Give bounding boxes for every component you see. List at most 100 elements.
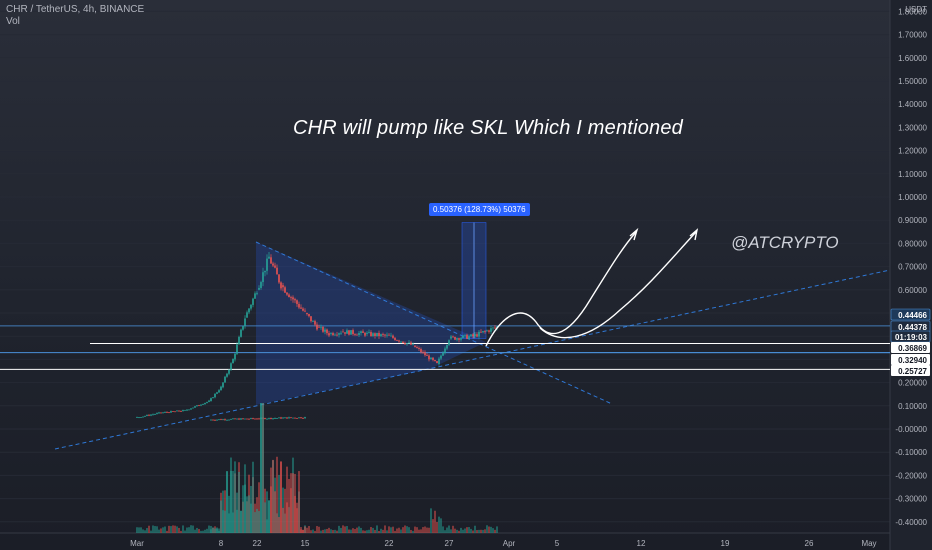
volume-bar: [452, 525, 454, 533]
symbol-header[interactable]: CHR / TetherUS, 4h, BINANCE: [6, 4, 145, 15]
volume-bar: [188, 527, 190, 533]
candle-body: [246, 418, 248, 420]
candle-body: [334, 334, 336, 336]
volume-bar: [412, 530, 414, 533]
candle-body: [172, 411, 174, 412]
volume-bar: [362, 530, 364, 533]
candle-body: [488, 330, 490, 332]
volume-bar: [260, 403, 262, 533]
candle-body: [438, 358, 440, 365]
volume-bar: [322, 529, 324, 533]
candle-body: [144, 415, 146, 417]
candle-body: [322, 326, 324, 332]
candle-body: [252, 418, 254, 419]
candle-body: [476, 334, 478, 337]
y-tick-label: 0.80000: [898, 239, 927, 248]
volume-bar: [352, 528, 354, 533]
candle-body: [364, 332, 366, 336]
candle-body: [304, 417, 306, 419]
candle-body: [326, 329, 328, 334]
volume-bar: [264, 502, 266, 533]
volume-bar: [304, 526, 306, 533]
volume-label: Vol: [6, 16, 20, 27]
volume-bar: [194, 529, 196, 533]
volume-bar: [334, 529, 336, 533]
candle-body: [422, 352, 424, 354]
volume-bar: [490, 526, 492, 533]
candle-body: [140, 417, 142, 419]
volume-bar: [280, 461, 282, 533]
candle-body: [280, 282, 282, 289]
candle-body: [296, 300, 298, 304]
price-label-text: 0.32940: [898, 356, 927, 365]
annotation-text[interactable]: CHR will pump like SKL Which I mentioned: [293, 117, 684, 139]
candle-body: [224, 376, 226, 383]
volume-bar: [330, 529, 332, 533]
candle-body: [362, 331, 364, 333]
volume-bar: [478, 529, 480, 533]
volume-bar: [308, 526, 310, 533]
volume-bar: [466, 527, 468, 533]
candle-body: [468, 336, 470, 339]
candle-body: [192, 407, 194, 409]
x-tick-label: Mar: [130, 539, 144, 548]
price-label-bg: [891, 365, 930, 376]
volume-bar: [170, 526, 172, 533]
volume-bar: [210, 525, 212, 533]
candle-body: [162, 412, 164, 414]
candle-body: [206, 401, 208, 403]
volume-bar: [156, 526, 158, 533]
volume-bar: [400, 529, 402, 533]
candle-body: [148, 414, 150, 416]
ascending-trendline: [54, 269, 891, 450]
volume-bar: [472, 530, 474, 533]
volume-bar: [378, 530, 380, 533]
volume-bar: [398, 527, 400, 533]
volume-bar: [394, 530, 396, 533]
x-tick-label: 12: [637, 539, 646, 548]
candle-body: [152, 414, 154, 416]
x-tick-label: 22: [253, 539, 262, 548]
volume-bar: [266, 519, 268, 533]
volume-bar: [454, 528, 456, 533]
volume-bar: [470, 528, 472, 533]
volume-bar: [458, 530, 460, 533]
candle-body: [296, 418, 298, 419]
volume-bar: [386, 530, 388, 533]
candle-body: [258, 287, 260, 290]
volume-bar: [390, 527, 392, 533]
candle-body: [274, 265, 276, 268]
volume-bar: [444, 530, 446, 533]
candle-body: [222, 419, 224, 421]
candle-body: [288, 294, 290, 298]
candle-body: [376, 332, 378, 337]
candle-body: [228, 419, 230, 421]
volume-bar: [336, 530, 338, 533]
volume-bar: [140, 527, 142, 533]
volume-bar: [142, 529, 144, 533]
price-label-text: 0.36869: [898, 344, 927, 353]
candle-body: [226, 419, 228, 421]
volume-bar: [350, 529, 352, 533]
candle-body: [282, 285, 284, 288]
candle-body: [484, 331, 486, 332]
volume-bar: [202, 530, 204, 533]
candle-body: [216, 419, 218, 421]
projection-arrowhead-2: [689, 228, 699, 241]
candle-body: [448, 340, 450, 345]
volume-bar: [448, 525, 450, 533]
candle-body: [464, 334, 466, 336]
candle-body: [292, 297, 294, 300]
candle-body: [270, 257, 272, 264]
price-label-bg: [890, 308, 931, 321]
candle-body: [354, 334, 356, 335]
candle-body: [262, 272, 264, 283]
candle-body: [316, 324, 318, 330]
y-tick-label: 0.70000: [898, 263, 927, 272]
y-tick-label: 1.00000: [898, 193, 927, 202]
volume-bar: [382, 529, 384, 533]
volume-bar: [432, 519, 434, 533]
volume-bar: [376, 525, 378, 533]
volume-bar: [302, 529, 304, 533]
